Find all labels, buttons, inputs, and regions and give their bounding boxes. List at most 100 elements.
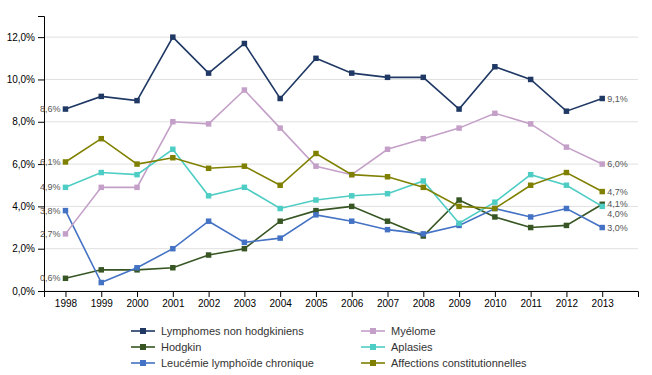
point (206, 166, 211, 171)
grid-line (44, 164, 638, 165)
tick-mark (566, 291, 567, 297)
point (313, 197, 318, 202)
point (456, 204, 461, 209)
point (492, 111, 497, 116)
point (349, 172, 354, 177)
point (242, 41, 247, 46)
point (528, 214, 533, 219)
point (385, 75, 390, 80)
tick-mark (38, 79, 44, 80)
point (349, 193, 354, 198)
point (421, 75, 426, 80)
legend-item: Myélome (361, 325, 436, 337)
point (277, 96, 282, 101)
tick: 12,0% (7, 32, 44, 43)
legend-marker (370, 344, 376, 350)
point (206, 70, 211, 75)
tick-label: 2,0% (12, 243, 35, 254)
point (599, 161, 604, 166)
axis-line (45, 292, 639, 298)
grid-line (44, 37, 638, 38)
annotation: 4,1% (607, 199, 628, 209)
legend: Lymphomes non hodgkiniensHodgkinLeucémie… (131, 325, 527, 369)
series (63, 34, 605, 114)
line (65, 139, 602, 209)
annotation: 4,7% (607, 187, 628, 197)
point (349, 204, 354, 209)
tick-label: 1998 (55, 298, 78, 309)
point (313, 212, 318, 217)
point (564, 182, 569, 187)
point (170, 34, 175, 39)
point (99, 170, 104, 175)
point (385, 174, 390, 179)
point (564, 170, 569, 175)
legend-item: Lymphomes non hodgkiniens (131, 325, 304, 337)
point (599, 189, 604, 194)
tick-mark (173, 291, 174, 297)
point (313, 163, 318, 168)
point (528, 182, 533, 187)
point (599, 204, 604, 209)
tick-label: 4,0% (12, 201, 35, 212)
annotation: 3,8% (40, 206, 61, 216)
tick-mark (531, 291, 532, 297)
point (134, 161, 139, 166)
tick: 8,0% (12, 116, 44, 127)
annotations: 8,6%6,1%4,9%2,7%3,8%0,6%9,1%6,0%4,7%4,1%… (40, 94, 628, 284)
legend-marker (140, 328, 146, 334)
point (313, 56, 318, 61)
tick-label: 10,0% (7, 74, 35, 85)
tick-label: 2005 (305, 298, 328, 309)
tick-mark (388, 291, 389, 297)
tick-mark (38, 291, 44, 292)
tick: 2003 (234, 291, 257, 309)
legend-marker (370, 328, 376, 334)
tick-label: 2010 (484, 298, 507, 309)
chart: 0,0%2,0%4,0%6,0%8,0%10,0%12,0%1998199920… (0, 0, 652, 375)
tick-mark (137, 291, 138, 297)
tick-label: 1999 (91, 298, 114, 309)
grid (44, 37, 638, 291)
legend-marker (140, 344, 146, 350)
point (170, 155, 175, 160)
tick-mark (38, 249, 44, 250)
point (277, 182, 282, 187)
point (599, 225, 604, 230)
tick-mark (65, 291, 66, 297)
point (492, 214, 497, 219)
tick-label: 0,0% (12, 286, 35, 297)
line (65, 37, 602, 111)
point (63, 185, 68, 190)
point (242, 246, 247, 251)
point (528, 225, 533, 230)
point (528, 121, 533, 126)
point (349, 70, 354, 75)
tick: 10,0% (7, 74, 44, 85)
tick: 1998 (55, 291, 78, 309)
point (99, 94, 104, 99)
point (456, 106, 461, 111)
tick-label: 2002 (198, 298, 221, 309)
point (134, 185, 139, 190)
point (313, 151, 318, 156)
tick-label: 2001 (162, 298, 185, 309)
series (63, 87, 605, 236)
line (65, 200, 602, 278)
point (599, 96, 604, 101)
point (421, 178, 426, 183)
grid-line (44, 121, 638, 122)
point (99, 136, 104, 141)
line (65, 209, 602, 283)
line (65, 90, 602, 234)
tick-label: 2011 (520, 298, 542, 309)
marks (63, 34, 605, 285)
tick-mark (495, 291, 496, 297)
tick: 2,0% (12, 243, 44, 254)
legend-item: Hodgkin (131, 341, 201, 353)
point (63, 208, 68, 213)
tick-label: 2009 (448, 298, 471, 309)
tick: 2013 (592, 291, 615, 309)
series (63, 136, 605, 211)
tick-mark (352, 291, 353, 297)
